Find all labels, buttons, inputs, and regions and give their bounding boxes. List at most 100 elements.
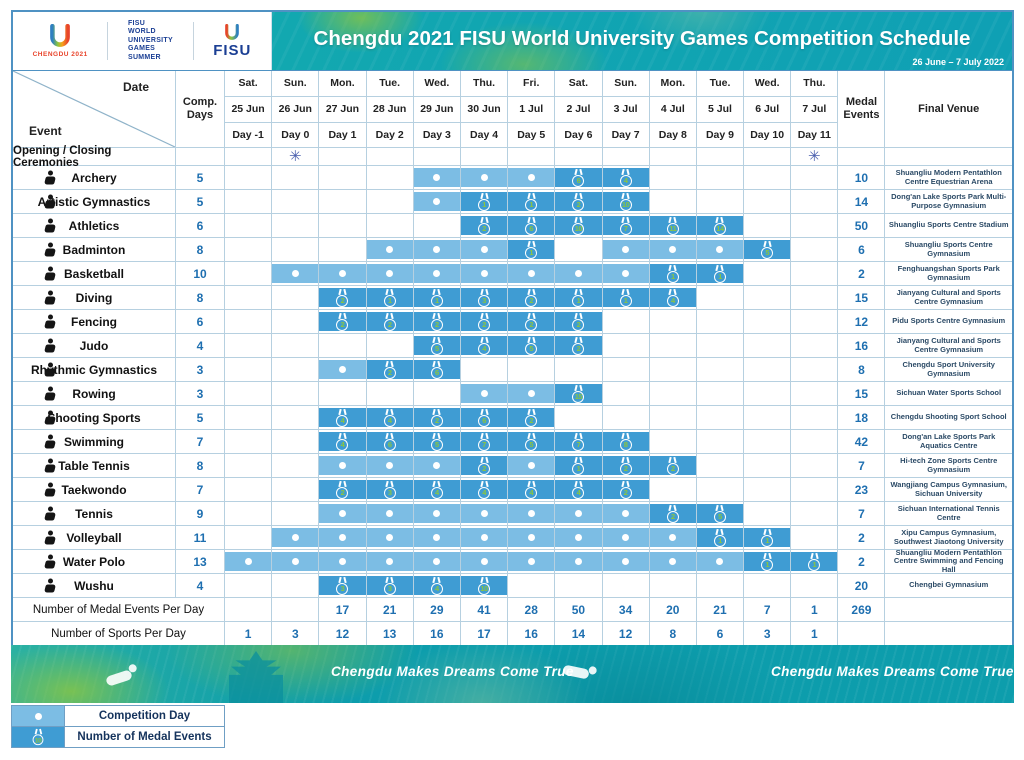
archery-day-cell-5: [460, 166, 509, 190]
taekwondo-day-cell-4: 4: [413, 478, 461, 502]
swimming-final-venue: Dong'an Lake Sports Park Aquatics Centre: [885, 430, 1012, 454]
athletics-day-cell-11: [744, 214, 792, 238]
volleyball-day-cell-12: [791, 526, 839, 550]
competition-day-fill: [508, 552, 555, 571]
medal-day-fill: 2: [602, 456, 649, 475]
artistic-gymnastics-day-cell-11: [744, 190, 792, 214]
fencing-day-cell-5: 2: [460, 310, 509, 334]
volleyball-day-cell-11: 1: [744, 526, 792, 550]
legend: Competition Day 10 Number of Medal Event…: [11, 705, 225, 748]
diving-day-cell-6: 2: [508, 286, 556, 310]
competition-day-dot: [386, 558, 394, 565]
day-header-day: Day 5: [517, 128, 546, 141]
day-header-6: Fri. 1 Jul Day 5: [508, 71, 556, 148]
row-rhythmic-gymnastics: Rhythmic Gymnastics 3 2 6 8 Chengdu Sport Uni…: [13, 358, 1012, 382]
badminton-day-cell-2: [319, 238, 367, 262]
medal-icon: 4: [478, 482, 491, 499]
competition-day-fill: [508, 504, 555, 523]
medal-icon: 1: [525, 194, 538, 211]
corner-cell: Date Event: [13, 71, 176, 148]
medal-icon: 2: [572, 194, 585, 211]
footer-value: 3: [291, 626, 299, 641]
day-header-7: Sat. 2 Jul Day 6: [555, 71, 603, 148]
medal-day-fill: 6: [508, 216, 555, 235]
footer-1-day-7: 14: [555, 622, 603, 646]
water-polo-day-cell-2: [319, 550, 367, 574]
medal-day-fill: 6: [366, 432, 413, 451]
medal-day-fill: 7: [555, 432, 602, 451]
artistic-gymnastics-day-cell-8: 10: [602, 190, 650, 214]
volleyball-final-venue: Xipu Campus Gymnasium, Southwest Jiaoton…: [885, 526, 1012, 550]
day-header-11: Wed. 6 Jul Day 10: [744, 71, 792, 148]
rowing-final-venue: Sichuan Water Sports School: [885, 382, 1012, 406]
medal-ribbon: [385, 482, 394, 487]
badminton-day-cell-8: [602, 238, 650, 262]
shooting-sports-label-cell: Shooting Sports: [13, 406, 176, 430]
table-tennis-icon: [44, 458, 57, 473]
competition-day-fill: [460, 528, 508, 547]
day-header-day: Day 2: [375, 128, 404, 141]
footer-value: 20: [666, 602, 680, 617]
footer-value: 14: [571, 626, 586, 641]
medal-ribbon: [480, 194, 489, 199]
swimming-day-cell-2: 4: [319, 430, 367, 454]
fencing-day-cell-11: [744, 310, 792, 334]
basketball-day-cell-1: [272, 262, 320, 286]
footer-venue-0: [885, 598, 1012, 622]
medal-ribbon: [480, 458, 489, 463]
badminton-day-cell-0: [225, 238, 273, 262]
water-polo-day-cell-10: [696, 550, 745, 574]
day-header-day: Day 3: [422, 128, 451, 141]
archery-day-cell-3: [366, 166, 414, 190]
medal-count: 1: [761, 558, 774, 571]
shooting-sports-icon: [44, 410, 57, 425]
footer-value: 13: [382, 626, 397, 641]
medal-icon: 15: [572, 386, 585, 403]
medal-count: 2: [336, 486, 349, 499]
competition-day-dot: [574, 558, 582, 565]
medal-ribbon: [668, 266, 677, 271]
fencing-name: Fencing: [70, 314, 117, 329]
medal-ribbon: [574, 170, 583, 175]
medal-ribbon: [385, 434, 394, 439]
basketball-medal-events: 2: [838, 262, 886, 286]
schedule-body: Opening / Closing Ceremonies ✳ ✳ Archery 5 6 4…: [13, 145, 1012, 646]
medal-icon: 2: [336, 482, 349, 499]
competition-day-fill: [555, 504, 602, 523]
date-axis-label: Date: [122, 80, 149, 94]
artistic-gymnastics-day-cell-0: [225, 190, 273, 214]
medal-day-fill: 1: [744, 528, 791, 547]
badminton-day-cell-4: [413, 238, 461, 262]
rowing-medal-events: 15: [838, 382, 886, 406]
medal-ribbon: [385, 362, 394, 367]
ceremonies-day-cell-3: [366, 148, 414, 166]
archery-icon: [44, 170, 57, 185]
tennis-day-cell-3: [366, 502, 414, 526]
taekwondo-day-cell-1: [272, 478, 320, 502]
title-band: Chengdu 2021 FISU World University Games…: [272, 12, 1012, 70]
day-header-day: Day 0: [281, 128, 310, 141]
medal-count: 1: [525, 246, 538, 259]
shooting-sports-final-venue: Chengdu Shooting Sport School: [885, 406, 1012, 430]
medal-day-fill: 14: [696, 216, 744, 235]
row-archery: Archery 5 6 4 10 Shuangliu Modern Pentathlon …: [13, 166, 1012, 190]
judo-final-venue: Jianyang Cultural and Sports Centre Gymn…: [885, 334, 1012, 358]
artistic-gymnastics-day-cell-1: [272, 190, 320, 214]
medal-ribbon: [432, 434, 441, 439]
medal-icon: 1: [761, 554, 774, 571]
volleyball-medal-events: 2: [838, 526, 886, 550]
competition-day-dot: [338, 534, 346, 541]
medal-ribbon: [385, 410, 394, 415]
medal-icon: 2: [383, 362, 396, 379]
basketball-day-cell-3: [366, 262, 414, 286]
day-header-day: Day 6: [564, 128, 593, 141]
medal-count: 14: [713, 222, 726, 235]
medal-count: 1: [761, 534, 774, 547]
taekwondo-label-cell: Taekwondo: [13, 478, 176, 502]
row-table-tennis: Table Tennis 8 2 1 2 2 7 Hi-tech Zone Sports Ce…: [13, 454, 1012, 478]
competition-day-dot: [480, 390, 488, 397]
badminton-icon: [44, 242, 57, 257]
archery-day-cell-11: [744, 166, 792, 190]
table-tennis-final-venue: Hi-tech Zone Sports Centre Gymnasium: [885, 454, 1012, 478]
medal-count: 2: [383, 366, 396, 379]
